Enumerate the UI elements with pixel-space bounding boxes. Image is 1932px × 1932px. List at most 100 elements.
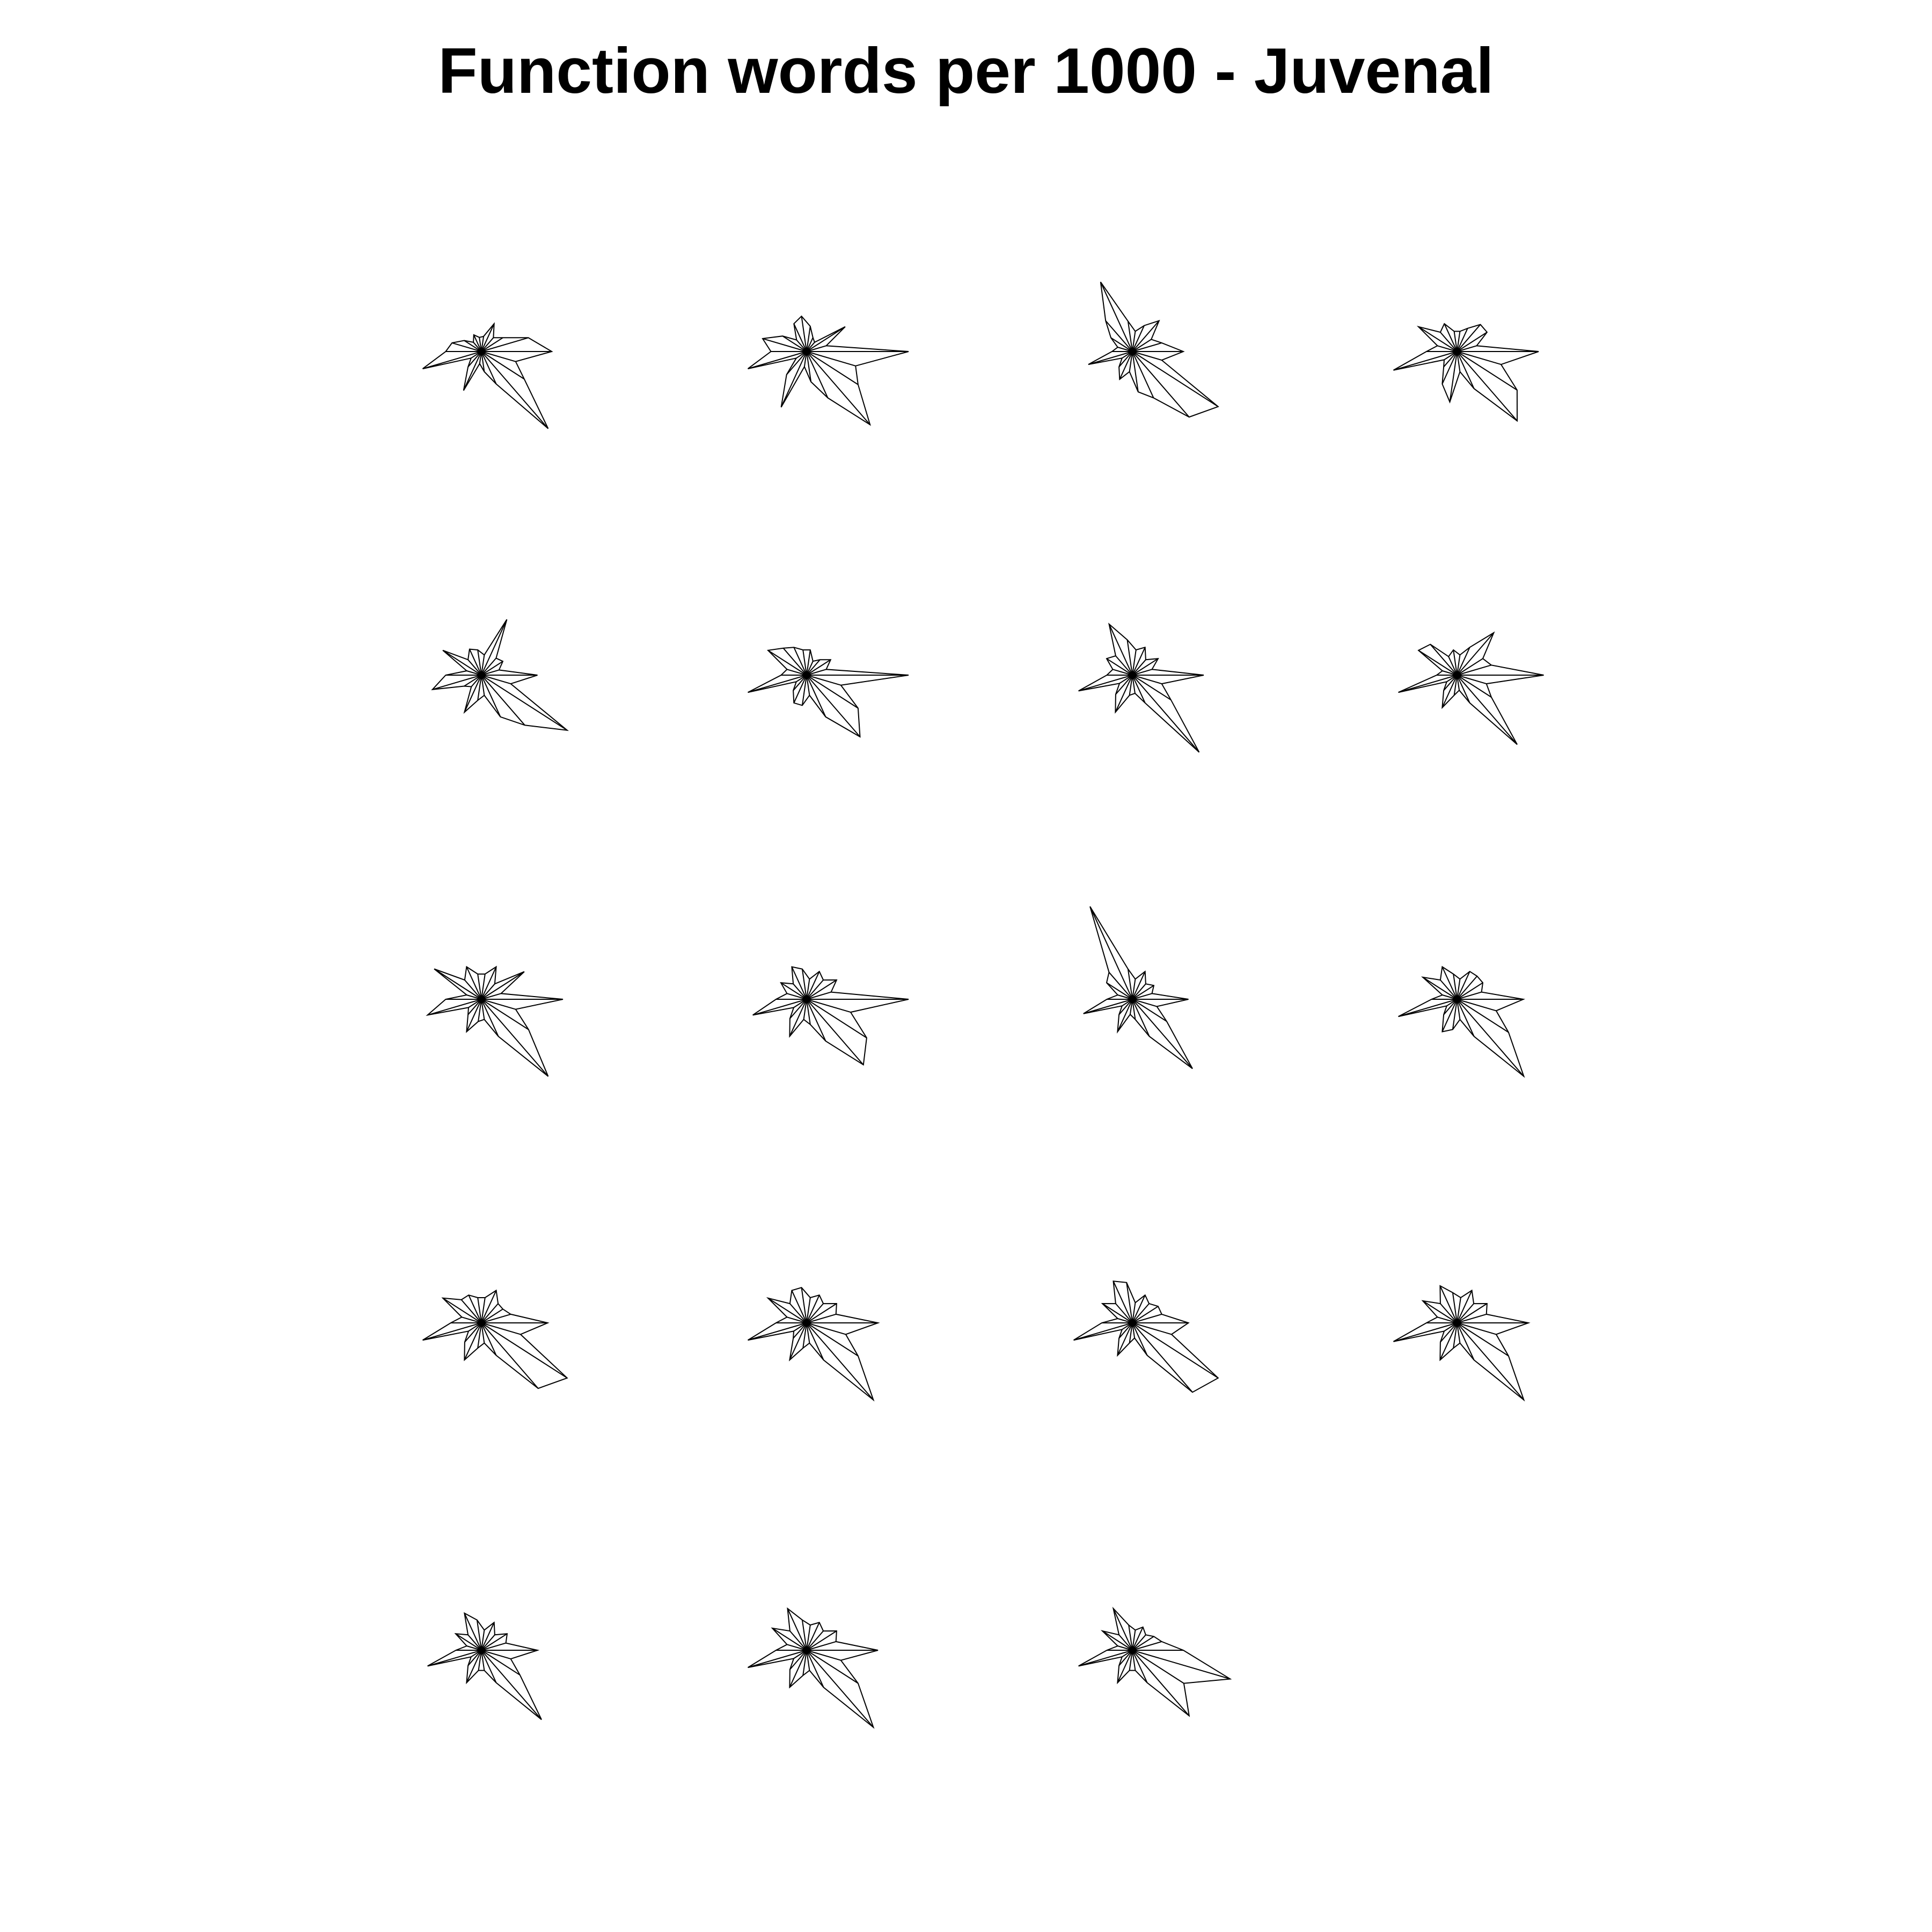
star-3-spoke-5 bbox=[1132, 325, 1145, 352]
star-4-spoke-3 bbox=[1457, 332, 1488, 352]
star-13-spoke-20 bbox=[481, 1322, 539, 1389]
star-13-spoke-18 bbox=[481, 1322, 485, 1343]
star-17-spoke-13 bbox=[427, 1650, 482, 1667]
star-19-spoke-14 bbox=[1122, 1650, 1133, 1658]
star-14-spoke-20 bbox=[806, 1322, 874, 1401]
star-9-spoke-19 bbox=[481, 999, 499, 1037]
star-7-spoke-14 bbox=[1119, 675, 1133, 684]
star-18-spoke-19 bbox=[806, 1650, 824, 1688]
star-12-spoke-7 bbox=[1453, 974, 1458, 1000]
star-6-spoke-13 bbox=[748, 675, 807, 693]
star-3-spoke-19 bbox=[1132, 351, 1154, 398]
star-14-spoke-22 bbox=[806, 1322, 846, 1335]
star-6-spoke-15 bbox=[793, 675, 807, 691]
star-8-spoke-5 bbox=[1457, 647, 1470, 676]
star-2-spoke-18 bbox=[806, 351, 812, 382]
star-1-spoke-16 bbox=[463, 351, 482, 391]
star-8-spoke-22 bbox=[1457, 675, 1487, 685]
star-6-spoke-16 bbox=[793, 675, 807, 704]
star-19-spoke-17 bbox=[1129, 1650, 1133, 1671]
star-16-spoke-21 bbox=[1457, 1322, 1509, 1357]
star-13-spoke-13 bbox=[422, 1322, 482, 1341]
star-17-spoke-21 bbox=[481, 1650, 521, 1676]
star-9-spoke-8 bbox=[466, 967, 482, 1000]
star-16-spoke-14 bbox=[1444, 1322, 1458, 1332]
star-13-spoke-5 bbox=[481, 1290, 497, 1323]
star-1-spoke-8 bbox=[473, 334, 482, 352]
star-17-spoke-7 bbox=[476, 1620, 482, 1651]
star-16-spoke-18 bbox=[1457, 1322, 1461, 1343]
star-2-spoke-19 bbox=[806, 351, 829, 398]
star-2-outline bbox=[748, 315, 909, 426]
star-16-spoke-2 bbox=[1457, 1313, 1487, 1323]
star-3-spoke-20 bbox=[1132, 351, 1190, 418]
star-5-outline bbox=[431, 619, 569, 731]
star-19-spoke-11 bbox=[1117, 1645, 1133, 1651]
star-8-spoke-4 bbox=[1457, 632, 1495, 676]
star-13-spoke-21 bbox=[481, 1322, 568, 1379]
star-5-spoke-3 bbox=[481, 661, 503, 676]
star-10-spoke-20 bbox=[806, 999, 864, 1065]
star-8-spoke-6 bbox=[1457, 655, 1461, 676]
star-14-spoke-9 bbox=[789, 1303, 807, 1323]
star-4-spoke-2 bbox=[1457, 345, 1477, 352]
star-glyph-5 bbox=[431, 619, 569, 731]
star-18-outline bbox=[748, 1607, 879, 1729]
star-11-outline bbox=[1083, 906, 1193, 1070]
star-10-spoke-4 bbox=[806, 979, 824, 1000]
star-10-spoke-17 bbox=[803, 999, 807, 1020]
star-9-spoke-7 bbox=[477, 974, 482, 1000]
star-17-spoke-5 bbox=[481, 1622, 495, 1651]
star-13-spoke-14 bbox=[468, 1322, 482, 1332]
star-10-spoke-11 bbox=[787, 993, 807, 1000]
star-15-spoke-20 bbox=[1132, 1322, 1193, 1393]
star-7-spoke-18 bbox=[1132, 675, 1136, 694]
star-glyph-15 bbox=[1073, 1280, 1219, 1393]
star-glyph-18 bbox=[748, 1607, 879, 1729]
star-18-spoke-18 bbox=[806, 1650, 810, 1671]
star-13-spoke-10 bbox=[442, 1297, 482, 1323]
star-1-outline bbox=[422, 322, 553, 429]
star-9-spoke-16 bbox=[466, 999, 482, 1032]
star-7-spoke-13 bbox=[1078, 675, 1133, 692]
star-5-spoke-8 bbox=[469, 649, 482, 676]
star-6-spoke-22 bbox=[806, 675, 841, 686]
star-13-spoke-22 bbox=[481, 1322, 521, 1335]
star-4-outline bbox=[1393, 323, 1539, 422]
star-12-spoke-14 bbox=[1446, 999, 1458, 1007]
star-14-spoke-4 bbox=[806, 1303, 824, 1323]
star-2-spoke-22 bbox=[806, 351, 856, 367]
star-9-spoke-11 bbox=[466, 994, 482, 1000]
star-19-spoke-10 bbox=[1102, 1630, 1133, 1651]
star-13-spoke-4 bbox=[481, 1303, 499, 1323]
star-14-spoke-7 bbox=[801, 1287, 807, 1323]
star-14-spoke-6 bbox=[806, 1297, 811, 1323]
star-6-spoke-5 bbox=[806, 661, 814, 676]
star-11-spoke-20 bbox=[1132, 999, 1193, 1069]
star-4-spoke-9 bbox=[1440, 332, 1458, 352]
star-5-spoke-16 bbox=[464, 675, 482, 713]
star-10-spoke-10 bbox=[780, 982, 807, 1000]
star-6-spoke-3 bbox=[806, 659, 831, 676]
star-5-spoke-15 bbox=[471, 675, 482, 687]
star-9-spoke-13 bbox=[427, 999, 482, 1016]
star-6-spoke-17 bbox=[801, 675, 807, 706]
star-13-spoke-11 bbox=[462, 1316, 482, 1323]
star-1-spoke-14 bbox=[471, 351, 482, 359]
star-16-spoke-19 bbox=[1457, 1322, 1475, 1360]
star-glyph-11 bbox=[1083, 906, 1193, 1070]
star-7-spoke-9 bbox=[1115, 655, 1133, 676]
star-7-spoke-2 bbox=[1132, 669, 1152, 676]
star-17-spoke-20 bbox=[481, 1650, 542, 1720]
star-9-spoke-20 bbox=[481, 999, 549, 1077]
star-13-spoke-3 bbox=[481, 1308, 503, 1323]
star-14-spoke-13 bbox=[748, 1322, 807, 1341]
star-15-spoke-21 bbox=[1132, 1322, 1219, 1379]
star-16-spoke-7 bbox=[1452, 1292, 1458, 1323]
star-1-spoke-10 bbox=[464, 340, 482, 352]
star-11-spoke-10 bbox=[1106, 982, 1133, 1000]
star-2-spoke-11 bbox=[762, 338, 807, 352]
star-15-spoke-17 bbox=[1129, 1322, 1133, 1343]
star-glyph-16 bbox=[1393, 1285, 1531, 1402]
